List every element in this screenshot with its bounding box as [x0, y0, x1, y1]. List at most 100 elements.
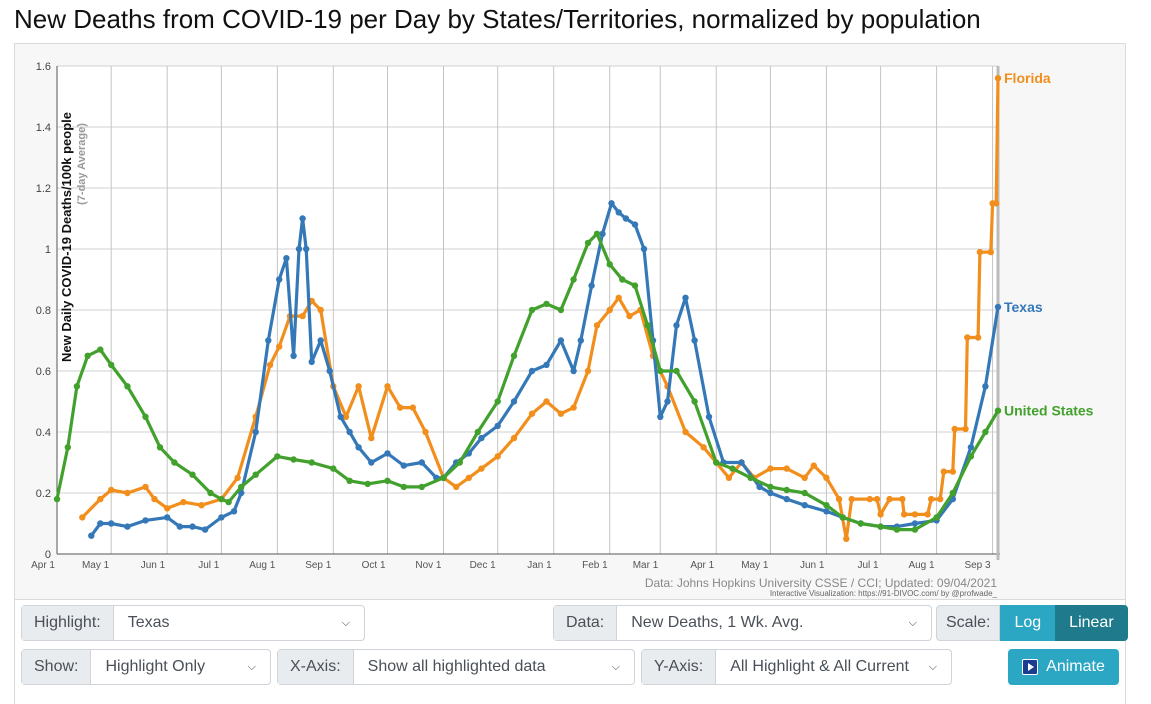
data-point: [276, 276, 283, 283]
scale-toggle: Scale: Log Linear: [936, 605, 1128, 641]
data-point: [274, 453, 281, 460]
data-point: [164, 505, 171, 512]
data-point: [440, 474, 447, 481]
data-point: [767, 489, 774, 497]
data-point: [994, 407, 1002, 414]
data-point: [384, 450, 391, 457]
x-tick-label: Sep 1: [305, 560, 332, 571]
data-point: [756, 483, 763, 491]
data-point: [911, 526, 919, 533]
data-point: [713, 459, 720, 466]
data-point: [265, 337, 272, 344]
data-point: [557, 410, 565, 417]
data-point: [608, 200, 615, 207]
data-point: [911, 520, 919, 527]
data-point: [911, 511, 919, 518]
data-point: [584, 367, 592, 375]
y-tick-label: 1.6: [36, 61, 51, 73]
data-point: [218, 514, 225, 521]
controls-panel: Highlight: Texas ⌵ Data: New Deaths, 1 Wk…: [14, 598, 1128, 704]
x-axis-select[interactable]: X-Axis: Show all highlighted data ⌵: [277, 649, 635, 685]
data-point: [987, 248, 994, 256]
data-point: [924, 511, 931, 518]
data-point: [767, 465, 774, 472]
data-point: [729, 465, 736, 472]
data-point: [783, 486, 790, 494]
data-point: [108, 520, 115, 527]
data-point: [317, 337, 324, 344]
data-point: [528, 306, 536, 314]
data-point: [337, 413, 344, 420]
data-point: [180, 498, 187, 506]
data-point: [700, 444, 707, 451]
data-point: [823, 502, 830, 509]
data-point: [673, 322, 680, 329]
data-point: [494, 398, 501, 405]
data-point: [478, 465, 485, 472]
data-label: Data:: [554, 606, 618, 640]
chevron-down-icon: ⌵: [928, 660, 937, 673]
data-point: [801, 502, 808, 509]
data-point: [346, 477, 353, 484]
data-point: [330, 465, 337, 472]
data-point: [456, 459, 463, 466]
data-point: [543, 398, 550, 405]
series-label: United States: [1004, 403, 1094, 419]
data-point: [933, 514, 940, 521]
data-point: [835, 495, 843, 503]
series-group: [53, 75, 1002, 542]
series-label: Texas: [1004, 299, 1043, 315]
data-point: [962, 425, 969, 433]
data-point: [73, 383, 81, 390]
data-point: [577, 337, 584, 344]
data-point: [626, 312, 633, 320]
x-tick-label: Aug 1: [908, 560, 935, 571]
animate-label: Animate: [1046, 658, 1105, 675]
data-point: [801, 474, 808, 481]
data-point: [303, 245, 310, 253]
data-point: [368, 434, 375, 442]
data-point: [494, 422, 501, 430]
data-point: [97, 346, 104, 353]
data-point: [967, 444, 975, 451]
x-tick-label: Apr 1: [690, 560, 714, 571]
data-point: [940, 468, 947, 475]
data-point: [615, 294, 622, 301]
data-point: [308, 459, 315, 466]
data-point: [657, 413, 664, 420]
data-point: [982, 428, 989, 436]
y-tick-label: 1.4: [36, 122, 51, 134]
show-select[interactable]: Show: Highlight Only ⌵: [21, 649, 271, 685]
data-point: [465, 474, 472, 481]
scale-linear-button[interactable]: Linear: [1055, 605, 1128, 641]
data-point: [528, 410, 536, 417]
x-tick-label: Aug 1: [249, 560, 276, 571]
y-tick-label: 0.6: [36, 366, 51, 378]
data-point: [97, 495, 104, 503]
data-point: [682, 294, 689, 301]
chevron-down-icon: ⌵: [908, 616, 917, 629]
animate-button[interactable]: Animate: [1008, 649, 1119, 685]
data-point: [644, 322, 651, 329]
data-point: [570, 367, 577, 375]
y-tick-label: 1.2: [36, 183, 51, 195]
data-point: [631, 282, 639, 289]
y-axis-label: New Daily COVID-19 Deaths/100k people: [59, 112, 74, 362]
highlight-select[interactable]: Highlight: Texas ⌵: [21, 605, 365, 641]
data-point: [342, 413, 350, 420]
data-point: [409, 404, 416, 411]
data-point: [949, 468, 956, 475]
data-point: [886, 495, 893, 503]
y-axis-select[interactable]: Y-Axis: All Highlight & All Current ⌵: [641, 649, 952, 685]
data-point: [657, 367, 664, 375]
scale-log-button[interactable]: Log: [1000, 605, 1056, 641]
data-point: [848, 495, 855, 503]
data-select[interactable]: Data: New Deaths, 1 Wk. Avg. ⌵: [553, 605, 932, 641]
data-point: [384, 477, 391, 484]
data-point: [951, 425, 958, 433]
data-point: [156, 444, 164, 451]
data-point: [189, 523, 196, 530]
data-point: [976, 248, 984, 256]
y-axis-value: All Highlight & All Current: [730, 658, 909, 675]
data-point: [164, 514, 171, 521]
